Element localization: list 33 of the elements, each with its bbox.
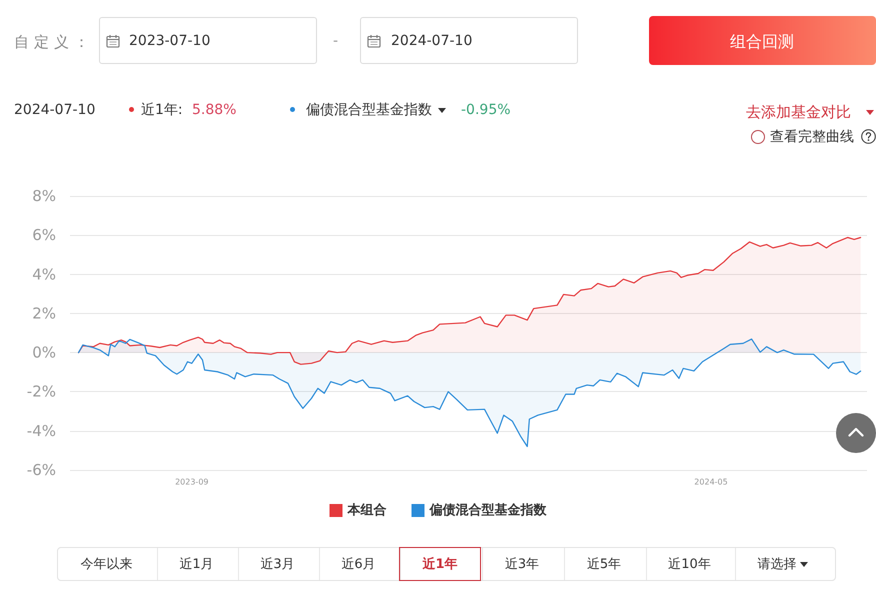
text: 偏债混合型基金指数 <box>306 102 432 118</box>
text: 近1月 <box>179 556 214 572</box>
x-tick-label: 2024-05 <box>694 478 728 486</box>
text: 2024-07-10 <box>391 33 472 49</box>
legend-label: 偏债混合型基金指数 <box>428 502 548 518</box>
text: - <box>333 33 338 49</box>
text: 5.88% <box>192 102 236 118</box>
text: 自定义： <box>14 32 94 50</box>
text: -0.95% <box>461 102 511 118</box>
text: 2024-07-10 <box>14 102 96 118</box>
text: 请选择 <box>758 556 796 572</box>
text: 近10年 <box>668 556 711 572</box>
y-tick-label: 0% <box>32 344 56 362</box>
y-tick-label: 8% <box>32 187 56 205</box>
text: 组合回测 <box>730 32 794 51</box>
y-tick-label: -4% <box>26 422 56 440</box>
text: 近6月 <box>341 556 376 572</box>
y-tick-label: -6% <box>26 461 56 479</box>
text: 2023-07-10 <box>129 33 210 49</box>
x-tick-label: 2023-09 <box>175 478 209 486</box>
y-tick-label: -2% <box>26 382 56 401</box>
y-tick-label: 6% <box>32 226 56 244</box>
legend-label: 本组合 <box>346 502 386 518</box>
text: 近1年 <box>422 556 458 572</box>
text: 今年以来 <box>80 556 132 572</box>
text: 查看完整曲线 <box>770 129 854 145</box>
text: 去添加基金对比 <box>746 102 851 120</box>
text: 近1年: <box>141 102 183 118</box>
y-tick-label: 2% <box>32 304 56 322</box>
text: 近3年 <box>504 556 540 572</box>
y-tick-label: 4% <box>32 265 56 284</box>
text: 近3月 <box>260 556 295 572</box>
text: 近5年 <box>586 556 622 572</box>
